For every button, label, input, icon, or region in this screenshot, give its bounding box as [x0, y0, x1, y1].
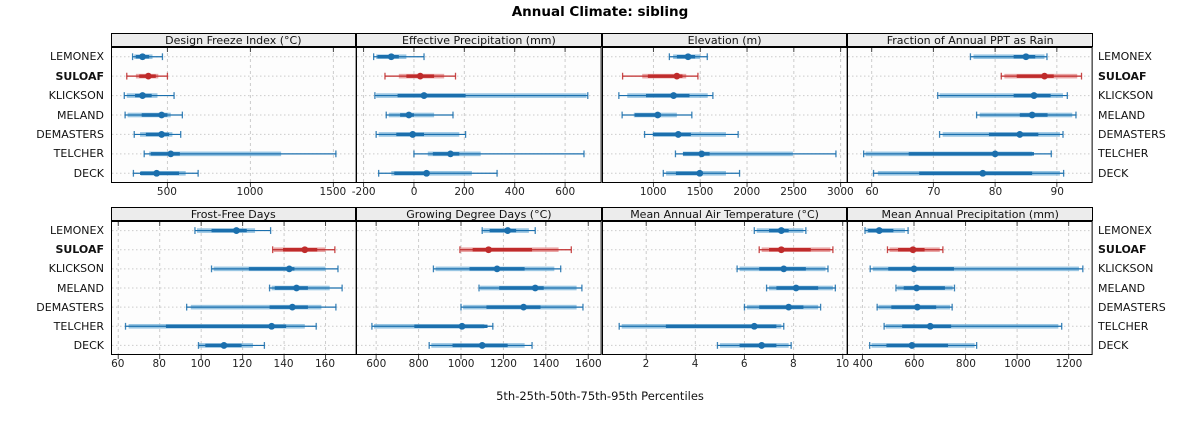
panel-strip-growing-degree-days-c-: Growing Degree Days (°C)	[356, 207, 602, 221]
station-label-right-klickson: KLICKSON	[1098, 89, 1154, 103]
axis-tick-label: 80	[152, 358, 166, 370]
axis-tick-label: 80	[988, 186, 1003, 198]
station-label-left-telcher: TELCHER	[53, 319, 104, 333]
station-label-right-deck: DECK	[1098, 166, 1129, 180]
panel-plot-design-freeze-index-c-	[110, 47, 357, 187]
panel-strip-mean-annual-air-temperature-c-: Mean Annual Air Temperature (°C)	[601, 207, 848, 221]
axis-tick-label: 1400	[532, 358, 560, 370]
axis-tick-label: 140	[273, 358, 294, 370]
station-label-left-deck: DECK	[73, 166, 104, 180]
axis-tick-label: 1200	[490, 358, 517, 370]
axis-tick-label: 1500	[319, 186, 347, 198]
station-label-right-telcher: TELCHER	[1098, 319, 1149, 333]
axis-tick-label: 600	[555, 186, 576, 198]
station-label-left-klickson: KLICKSON	[48, 89, 104, 103]
station-label-left-meland: MELAND	[56, 108, 104, 122]
axis-tick-label: 8	[789, 358, 797, 370]
axis-tick-label: 1000	[1004, 358, 1031, 370]
axis-tick-label: 1200	[1055, 358, 1083, 370]
station-label-right-suloaf: SULOAF	[1098, 243, 1147, 257]
station-label-left-demasters: DEMASTERS	[36, 127, 104, 141]
axis-tick-label: 2	[642, 358, 650, 370]
axis-tick-label: 1000	[447, 358, 475, 370]
axis-tick-label: 800	[955, 358, 976, 370]
station-label-right-telcher: TELCHER	[1098, 147, 1149, 161]
axis-tick-label: 600	[366, 358, 387, 370]
axis-tick-label: 4	[691, 358, 699, 370]
axis-tick-label: 600	[904, 358, 925, 370]
axis-tick-label: 400	[504, 186, 525, 198]
station-label-left-klickson: KLICKSON	[48, 262, 104, 276]
axis-tick-label: 90	[1050, 186, 1064, 198]
axis-tick-label: 10	[835, 358, 850, 370]
station-label-right-demasters: DEMASTERS	[1098, 300, 1166, 314]
axis-tick-label: 1600	[575, 358, 602, 370]
station-label-right-lemonex: LEMONEX	[1098, 224, 1152, 238]
axis-tick-label: 60	[865, 186, 879, 198]
panel-strip-elevation-m-: Elevation (m)	[601, 33, 848, 47]
station-label-left-telcher: TELCHER	[53, 147, 104, 161]
panel-strip-mean-annual-precipitation-mm-: Mean Annual Precipitation (mm)	[847, 207, 1093, 221]
axis-tick-label: 60	[111, 358, 125, 370]
panel-strip-effective-precipitation-mm-: Effective Precipitation (mm)	[356, 33, 602, 47]
station-label-right-meland: MELAND	[1098, 281, 1146, 295]
panel-plot-elevation-m-	[601, 47, 848, 187]
panel-plot-mean-annual-air-temperature-c-	[601, 221, 848, 359]
axis-tick-label: 160	[315, 358, 336, 370]
station-label-left-meland: MELAND	[56, 281, 104, 295]
axis-tick-label: 3000	[826, 186, 854, 198]
axis-tick-label: 6	[740, 358, 748, 370]
panel-plot-mean-annual-precipitation-mm-	[847, 221, 1093, 359]
station-label-right-klickson: KLICKSON	[1098, 262, 1154, 276]
station-label-right-lemonex: LEMONEX	[1098, 50, 1152, 64]
station-label-left-lemonex: LEMONEX	[50, 50, 104, 64]
station-label-left-deck: DECK	[73, 338, 104, 352]
station-label-right-suloaf: SULOAF	[1098, 69, 1147, 83]
station-label-left-suloaf: SULOAF	[55, 243, 104, 257]
axis-tick-label: 1000	[236, 186, 264, 198]
panel-plot-growing-degree-days-c-	[356, 221, 602, 359]
chart-title: Annual Climate: sibling	[511, 4, 689, 20]
panel-strip-frost-free-days: Frost-Free Days	[110, 207, 357, 221]
axis-tick-label: 2000	[733, 186, 761, 198]
panel-strip-fraction-of-annual-ppt-as-rain: Fraction of Annual PPT as Rain	[847, 33, 1093, 47]
panel-plot-frost-free-days	[110, 221, 357, 359]
axis-tick-label: 100	[190, 358, 211, 370]
axis-tick-label: 70	[927, 186, 941, 198]
panel-plot-fraction-of-annual-ppt-as-rain	[847, 47, 1093, 187]
axis-tick-label: 0	[410, 186, 418, 198]
axis-tick-label: 2500	[780, 186, 807, 198]
station-label-right-meland: MELAND	[1098, 108, 1146, 122]
panel-strip-design-freeze-index-c-: Design Freeze Index (°C)	[110, 33, 357, 47]
axis-tick-label: 400	[852, 358, 873, 370]
station-label-left-demasters: DEMASTERS	[36, 300, 104, 314]
station-label-left-suloaf: SULOAF	[55, 69, 104, 83]
station-label-right-demasters: DEMASTERS	[1098, 127, 1166, 141]
axis-tick-label: 500	[156, 186, 177, 198]
station-label-left-lemonex: LEMONEX	[50, 224, 104, 238]
panel-plot-effective-precipitation-mm-	[356, 47, 602, 187]
axis-tick-label: 1000	[639, 186, 667, 198]
axis-tick-label: -200	[351, 186, 376, 198]
axis-tick-label: 120	[232, 358, 253, 370]
axis-tick-label: 1500	[686, 186, 714, 198]
axis-tick-label: 200	[454, 186, 475, 198]
station-label-right-deck: DECK	[1098, 338, 1129, 352]
x-axis-title: 5th-25th-50th-75th-95th Percentiles	[496, 389, 704, 403]
axis-tick-label: 800	[408, 358, 429, 370]
